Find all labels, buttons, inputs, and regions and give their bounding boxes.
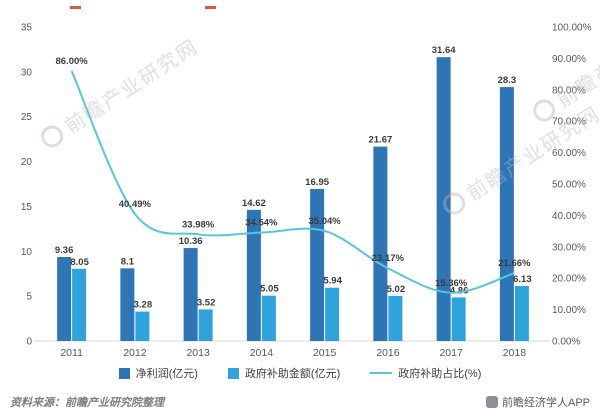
source-note: 资料来源：前瞻产业研究院整理 xyxy=(10,397,164,409)
credit-text: 前瞻经济学人APP xyxy=(501,397,590,409)
bar-value-label: 28.3 xyxy=(498,75,517,86)
net-profit-bar xyxy=(499,87,514,341)
subsidy-bar xyxy=(514,286,529,341)
qianzhan-logo-icon xyxy=(485,396,498,408)
bar-value-label: 14.62 xyxy=(242,198,266,209)
y-left-tick-label: 0 xyxy=(26,337,32,348)
plot-area: 0 5 10 15 20 25 30 35 0.00% 10.00% 20.00% 30.00% 40.… xyxy=(21,23,592,360)
x-tick-label: 2016 xyxy=(376,347,400,359)
y-right-tick-label: 0.00% xyxy=(552,337,580,348)
x-tick-label: 2011 xyxy=(60,347,83,359)
y-left-tick-label: 35 xyxy=(21,23,33,34)
y-right-tick-label: 90.00% xyxy=(552,54,586,65)
x-tick-label: 2015 xyxy=(313,347,337,359)
bar-value-label: 4.86 xyxy=(450,285,469,296)
bar-value-label: 31.64 xyxy=(432,45,456,56)
y-right-tick-label: 30.00% xyxy=(552,242,586,253)
subsidy-bar xyxy=(388,295,403,341)
subsidy-bar xyxy=(451,297,466,341)
legend-line-swatch xyxy=(370,372,393,374)
legend-item: 净利润(亿元) xyxy=(118,365,198,381)
bar-value-label: 5.94 xyxy=(323,276,342,287)
bar-value-label: 3.28 xyxy=(134,300,153,311)
bar-value-label: 5.02 xyxy=(387,284,406,295)
y-left-tick-label: 5 xyxy=(26,292,32,303)
ratio-value-label: 23.17% xyxy=(372,253,405,264)
watermark-dash xyxy=(205,6,216,9)
net-profit-bar xyxy=(310,188,325,341)
ratio-value-label: 34.54% xyxy=(245,218,278,229)
y-right-tick-label: 10.00% xyxy=(552,305,586,316)
net-profit-bar xyxy=(57,257,72,341)
y-right-tick-label: 70.00% xyxy=(552,117,586,128)
bar-value-label: 5.05 xyxy=(260,284,279,295)
y-right-tick-label: 60.00% xyxy=(552,148,586,159)
y-left-tick-label: 20 xyxy=(21,157,33,168)
legend: 净利润(亿元) 政府补助金额(亿元) 政府补助占比(%) xyxy=(0,365,600,381)
x-tick-label: 2017 xyxy=(439,347,463,359)
y-left-tick-label: 25 xyxy=(21,112,33,123)
subsidy-bar xyxy=(261,295,276,341)
y-left-tick-label: 30 xyxy=(21,67,33,78)
bar-value-label: 8.1 xyxy=(121,256,135,267)
y-left-tick-label: 15 xyxy=(21,202,33,213)
legend-item: 政府补助金额(亿元) xyxy=(227,365,341,381)
ratio-line xyxy=(70,70,515,294)
net-profit-bar xyxy=(246,209,261,341)
net-profit-bar xyxy=(436,57,451,341)
x-tick-label: 2014 xyxy=(250,347,274,359)
credit: 前瞻经济学人APP xyxy=(485,394,590,410)
bar-value-label: 6.13 xyxy=(513,274,532,285)
ratio-value-label: 21.66% xyxy=(498,258,531,269)
y-right-tick-label: 80.00% xyxy=(552,85,586,96)
subsidy-bar xyxy=(325,287,340,341)
bar-value-label: 9.36 xyxy=(55,245,74,256)
bar-value-label: 8.05 xyxy=(70,257,89,268)
subsidy-bar xyxy=(198,309,213,341)
net-profit-bar xyxy=(373,146,388,341)
ratio-value-label: 86.00% xyxy=(56,56,89,67)
x-tick-label: 2018 xyxy=(503,347,527,359)
x-tick-label: 2012 xyxy=(123,347,147,359)
legend-square-swatch xyxy=(118,367,130,379)
bar-value-label: 16.95 xyxy=(305,177,329,188)
y-right-tick-label: 100.00% xyxy=(552,23,592,34)
subsidy-bar xyxy=(72,268,87,341)
watermark-dash xyxy=(70,6,81,9)
x-tick-label: 2013 xyxy=(186,347,210,359)
net-profit-bar xyxy=(183,248,198,341)
subsidy-bar xyxy=(135,311,150,341)
y-right-tick-label: 40.00% xyxy=(552,211,586,222)
y-right-tick-label: 20.00% xyxy=(552,274,586,285)
bar-value-label: 21.67 xyxy=(368,135,392,146)
bar-value-label: 10.36 xyxy=(179,236,203,247)
net-profit-bar xyxy=(120,268,135,341)
bar-value-label: 3.52 xyxy=(197,297,216,308)
legend-label: 政府补助金额(亿元) xyxy=(244,368,341,380)
ratio-value-label: 15.36% xyxy=(435,278,468,289)
footer: 资料来源：前瞻产业研究院整理 前瞻经济学人APP xyxy=(10,394,590,410)
y-left-tick-label: 10 xyxy=(21,247,33,258)
y-right-tick-label: 50.00% xyxy=(552,180,586,191)
ratio-value-label: 33.98% xyxy=(182,219,215,230)
legend-item: 政府补助占比(%) xyxy=(370,365,481,381)
legend-square-swatch xyxy=(227,367,239,379)
ratio-value-label: 35.04% xyxy=(309,216,342,227)
legend-label: 净利润(亿元) xyxy=(135,368,198,380)
ratio-value-label: 40.49% xyxy=(119,199,152,210)
legend-label: 政府补助占比(%) xyxy=(398,368,482,380)
